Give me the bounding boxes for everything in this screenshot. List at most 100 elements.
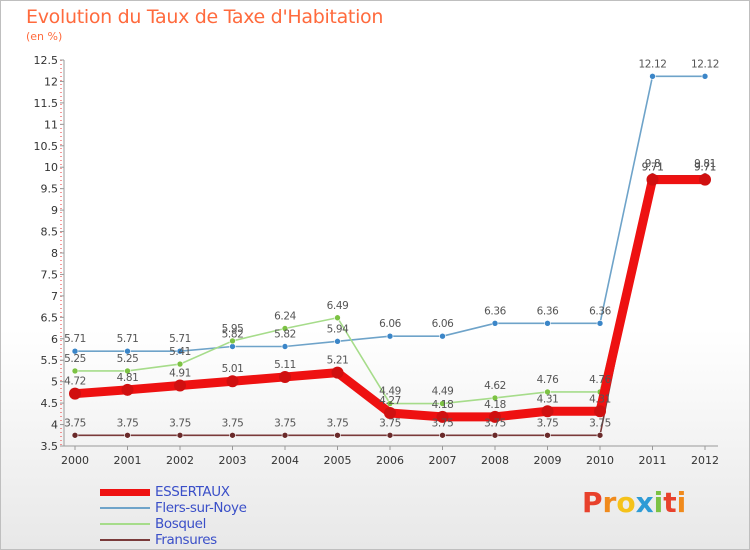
data-label-fransures: 3.75 — [117, 417, 139, 429]
data-label-bosquel: 4.62 — [484, 380, 506, 392]
data-label-bosquel: 5.25 — [64, 353, 86, 365]
data-point-bosquel — [229, 337, 236, 345]
y-tick-label: 4 — [51, 419, 58, 432]
x-tick-label: 2012 — [691, 454, 719, 467]
y-tick-label: 8 — [51, 247, 58, 260]
x-tick-label: 2005 — [324, 454, 352, 467]
x-tick-label: 2011 — [639, 454, 667, 467]
data-label-bosquel: 4.49 — [379, 386, 401, 398]
y-tick-label: 9.5 — [41, 183, 59, 196]
data-label-flers-sur-noye: 12.12 — [638, 58, 666, 70]
data-label-essertaux: 4.27 — [379, 395, 401, 407]
x-tick-label: 2009 — [534, 454, 562, 467]
data-label-fransures: 3.75 — [484, 417, 506, 429]
data-label-fransures: 3.75 — [327, 417, 349, 429]
data-label-essertaux: 9.71 — [642, 162, 664, 174]
data-point-essertaux — [121, 383, 134, 396]
data-point-flers-sur-noye — [596, 320, 604, 327]
x-tick-label: 2002 — [166, 454, 194, 467]
data-label-fransures: 3.75 — [537, 417, 559, 429]
data-label-flers-sur-noye: 6.06 — [379, 318, 401, 330]
data-label-flers-sur-noye: 6.06 — [432, 318, 454, 330]
data-point-flers-sur-noye — [439, 332, 446, 340]
data-point-flers-sur-noye — [334, 338, 341, 345]
y-tick-label: 5.5 — [41, 354, 59, 367]
data-point-fransures — [281, 431, 289, 439]
x-tick-label: 2007 — [429, 454, 457, 467]
data-point-essertaux — [226, 375, 239, 388]
brand-letter: i — [653, 486, 664, 519]
data-point-essertaux — [436, 410, 449, 423]
brand-letter: t — [663, 486, 677, 519]
data-label-fransures: 9.8 — [645, 158, 661, 170]
legend-label: ESSERTAUX — [155, 484, 230, 500]
x-tick-label: 2004 — [271, 454, 299, 467]
legend-item: Flers-sur-Noye — [100, 500, 360, 516]
data-point-bosquel — [124, 367, 131, 375]
legend: ESSERTAUX Flers-sur-Noye Bosquel Fransures — [100, 484, 360, 548]
brand-logo: Proxiti — [582, 486, 686, 519]
data-label-fransures: 3.75 — [222, 417, 244, 429]
data-label-fransures: 3.75 — [379, 417, 401, 429]
data-label-essertaux: 4.18 — [484, 399, 506, 411]
legend-item: Bosquel — [100, 516, 360, 532]
data-point-fransures — [334, 431, 341, 439]
y-tick-label: 3.5 — [41, 440, 59, 453]
legend-label: Bosquel — [155, 516, 206, 532]
legend-item: ESSERTAUX — [100, 484, 360, 500]
y-tick-label: 12.5 — [34, 54, 59, 67]
y-tick-label: 8.5 — [41, 226, 59, 239]
data-point-bosquel — [386, 400, 394, 407]
data-point-flers-sur-noye — [701, 72, 709, 80]
data-label-essertaux: 4.31 — [589, 393, 611, 405]
x-tick-label: 2003 — [219, 454, 247, 467]
data-label-essertaux: 5.01 — [222, 363, 244, 375]
data-label-essertaux: 4.81 — [117, 372, 139, 384]
data-label-flers-sur-noye: 5.82 — [222, 328, 244, 340]
y-tick-label: 10.5 — [34, 140, 59, 153]
data-label-flers-sur-noye: 6.36 — [589, 305, 611, 317]
data-point-fransures — [124, 431, 131, 439]
data-point-bosquel — [544, 388, 551, 396]
x-tick-label: 2000 — [61, 454, 89, 467]
data-label-essertaux: 4.72 — [64, 376, 86, 388]
data-label-flers-sur-noye: 5.94 — [327, 323, 349, 335]
y-tick-label: 7 — [51, 290, 58, 303]
legend-swatch — [100, 523, 150, 525]
x-tick-label: 2010 — [586, 454, 614, 467]
data-label-flers-sur-noye: 5.82 — [274, 328, 296, 340]
data-label-fransures: 3.75 — [274, 417, 296, 429]
data-label-flers-sur-noye: 5.71 — [64, 333, 86, 345]
brand-letter: P — [582, 486, 603, 519]
data-point-bosquel — [176, 360, 184, 368]
data-point-essertaux — [699, 173, 711, 186]
data-point-flers-sur-noye — [649, 72, 656, 80]
data-label-bosquel: 5.25 — [117, 353, 139, 365]
data-label-flers-sur-noye: 5.71 — [169, 333, 191, 345]
y-tick-label: 6 — [51, 333, 58, 346]
data-label-essertaux: 4.91 — [169, 368, 191, 380]
data-point-essertaux — [279, 370, 291, 383]
legend-swatch — [100, 489, 150, 496]
legend-swatch — [100, 507, 150, 509]
data-point-bosquel — [491, 394, 499, 402]
data-label-bosquel: 9.71 — [694, 162, 716, 174]
data-point-fransures — [229, 431, 236, 439]
data-label-bosquel: 4.49 — [432, 386, 454, 398]
y-tick-label: 12 — [44, 75, 58, 88]
data-point-flers-sur-noye — [124, 347, 131, 355]
data-label-flers-sur-noye: 6.36 — [484, 305, 506, 317]
data-label-bosquel: 5.41 — [169, 346, 191, 358]
data-point-flers-sur-noye — [176, 347, 184, 355]
data-point-essertaux — [69, 387, 81, 400]
data-point-flers-sur-noye — [229, 343, 236, 350]
data-point-flers-sur-noye — [281, 343, 289, 350]
data-point-fransures — [386, 431, 394, 439]
x-tick-label: 2001 — [114, 454, 142, 467]
chart-title: Evolution du Taux de Taxe d'Habitation — [26, 6, 384, 28]
y-tick-label: 10 — [44, 161, 58, 174]
y-tick-label: 6.5 — [41, 311, 59, 324]
x-tick-label: 2006 — [376, 454, 404, 467]
brand-letter: i — [676, 486, 687, 519]
